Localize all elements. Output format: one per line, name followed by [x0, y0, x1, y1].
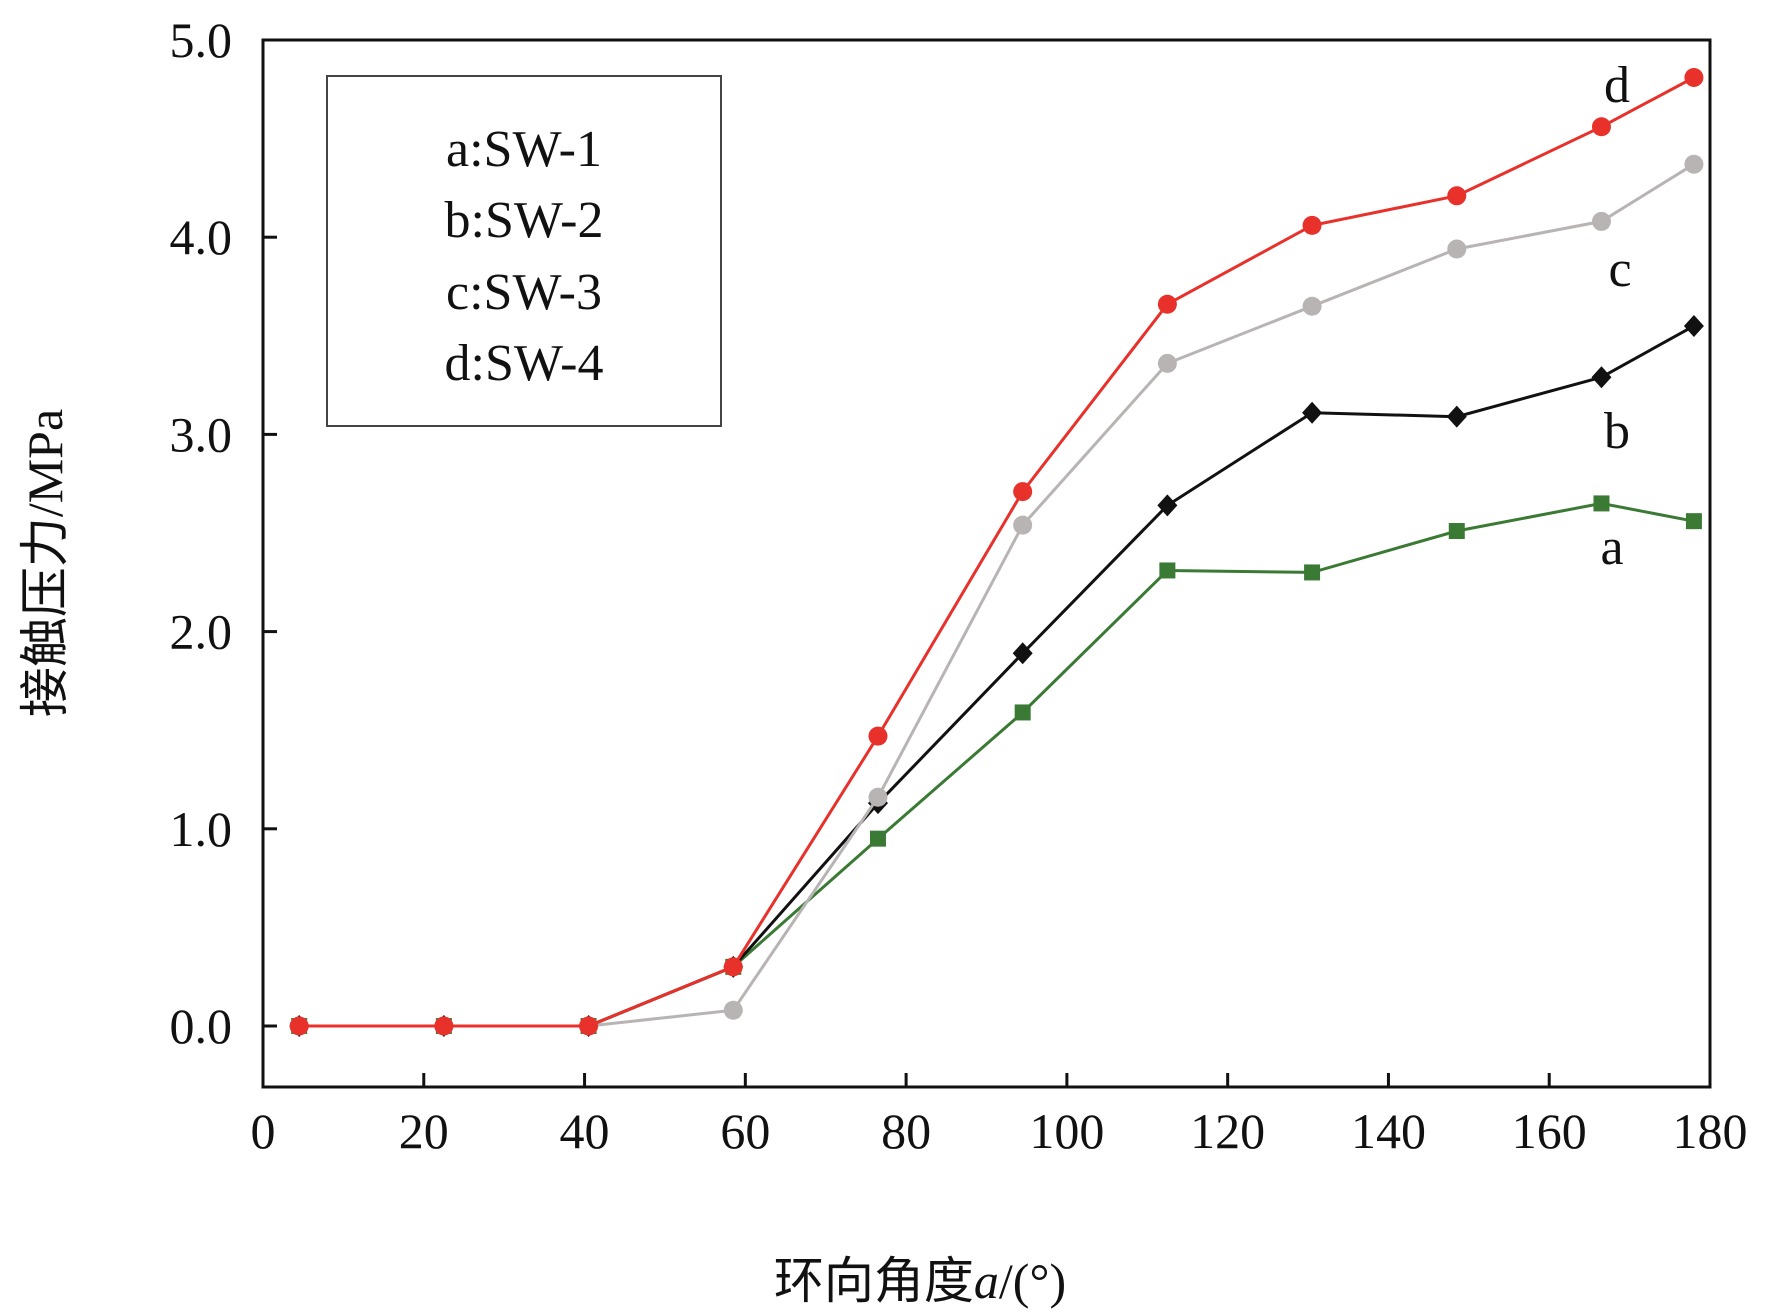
x-tick-label: 160 [1512, 1103, 1587, 1159]
data-point-b [1683, 314, 1704, 337]
legend-entry-c: c:SW-3 [446, 264, 602, 321]
data-point-d [723, 957, 743, 977]
x-axis-title-prefix: 环向角度 [774, 1253, 974, 1309]
legend: a:SW-1 b:SW-2 c:SW-3 d:SW-4 [326, 75, 722, 427]
y-tick-label: 1.0 [170, 801, 233, 857]
data-point-c [1591, 211, 1611, 231]
x-tick-label: 100 [1029, 1103, 1104, 1159]
legend-entry-b: b:SW-2 [445, 192, 604, 249]
data-point-b [1446, 405, 1467, 428]
legend-box [326, 75, 722, 427]
series-d [289, 67, 1704, 1036]
data-point-a [1448, 523, 1465, 540]
data-point-d [868, 726, 888, 746]
x-tick-label: 180 [1673, 1103, 1748, 1159]
data-point-d [289, 1016, 309, 1036]
data-point-d [434, 1016, 454, 1036]
legend-entry-d: d:SW-4 [445, 335, 604, 392]
x-tick-label: 60 [720, 1103, 770, 1159]
y-tick-label: 4.0 [170, 209, 233, 265]
data-point-a [1304, 564, 1321, 581]
y-tick-label: 0.0 [170, 998, 233, 1054]
series-tag-d: d [1604, 57, 1630, 114]
data-point-c [1684, 154, 1704, 174]
data-point-c [723, 1000, 743, 1020]
data-point-b [1157, 494, 1178, 517]
x-tick-label: 140 [1351, 1103, 1426, 1159]
data-point-c [1013, 515, 1033, 535]
y-tick-label: 5.0 [170, 12, 233, 68]
x-tick-label: 0 [251, 1103, 276, 1159]
x-tick-label: 40 [560, 1103, 610, 1159]
data-point-a [1685, 513, 1702, 530]
x-axis-title-unit: /(°) [999, 1253, 1066, 1309]
data-point-b [1302, 401, 1323, 424]
series-layer [289, 67, 1704, 1037]
data-point-c [1447, 239, 1467, 259]
x-axis-title-var: a [974, 1253, 999, 1309]
series-tag-b: b [1604, 403, 1630, 460]
series-line-a [299, 501, 1695, 1028]
data-point-d [1013, 482, 1033, 502]
x-axis-title: 环向角度a/(°) [774, 1253, 1066, 1309]
data-point-c [868, 787, 888, 807]
data-point-a [869, 830, 886, 847]
data-point-a [1014, 704, 1031, 721]
x-tick-label: 20 [399, 1103, 449, 1159]
data-point-d [1684, 67, 1704, 87]
x-tick-label: 80 [881, 1103, 931, 1159]
plot-frame [261, 38, 1712, 1089]
ticks: 0 20 40 60 80 100 120 140 160 180 0.0 1.0 2.0 3.0 4.0 5… [170, 12, 1748, 1159]
legend-entry-a: a:SW-1 [446, 121, 602, 178]
data-point-b [1012, 642, 1033, 665]
y-axis-title: 接触压力/MPa [17, 409, 73, 717]
data-point-d [579, 1016, 599, 1036]
data-point-d [1157, 294, 1177, 314]
data-point-a [1593, 495, 1610, 512]
series-tags: a b c d [1600, 57, 1631, 576]
x-tick-label: 120 [1190, 1103, 1265, 1159]
data-point-d [1591, 117, 1611, 137]
series-tag-a: a [1600, 519, 1623, 576]
y-tick-label: 3.0 [170, 406, 233, 462]
data-point-b [1591, 366, 1612, 389]
data-point-d [1447, 186, 1467, 206]
series-tag-c: c [1608, 241, 1631, 298]
series-line-b [299, 324, 1695, 1028]
y-tick-label: 2.0 [170, 604, 233, 660]
data-point-c [1157, 353, 1177, 373]
data-point-c [1302, 296, 1322, 316]
data-point-a [1159, 562, 1176, 579]
data-point-d [1302, 215, 1322, 235]
